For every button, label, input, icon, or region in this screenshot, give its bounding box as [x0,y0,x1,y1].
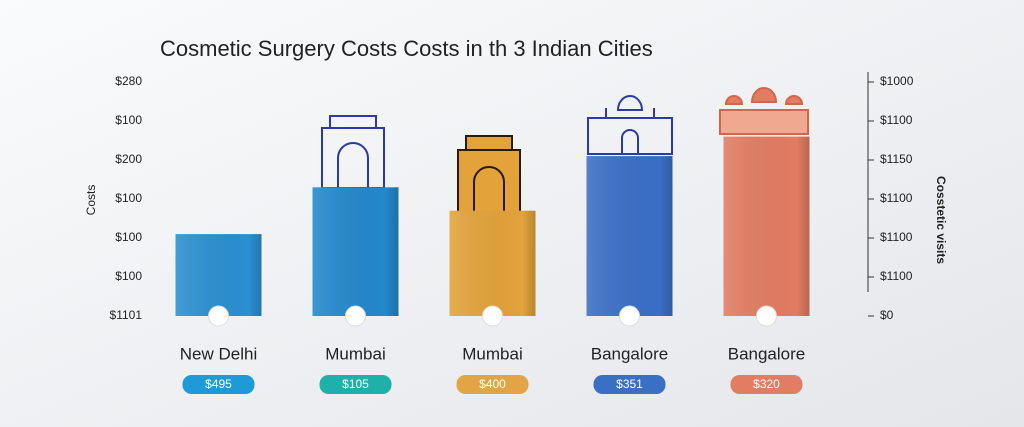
y2-tick-label: $1100 [880,191,913,205]
y2-axis-label: Cosstetic visits [934,176,948,264]
monument-gateway [457,135,521,213]
x-tick-label: Bangalore [728,344,806,363]
x-tick-label: Bangalore [591,344,669,363]
y2-tick-label: $1100 [880,230,913,244]
flag [208,305,229,327]
price-tag-label: $400 [479,377,506,391]
price-tag-label: $495 [205,377,232,391]
y-tick-label: $200 [115,152,142,166]
x-tick-label: New Delhi [180,344,257,363]
price-tag [182,375,255,394]
bar-shade [312,187,399,316]
y-tick-label: $280 [115,74,142,88]
y2-tick-label: $1000 [880,74,914,88]
y2-tick-label: $0 [880,308,894,322]
flag [756,305,777,327]
y-tick-label: $100 [115,269,142,283]
flag [619,305,640,327]
y2-tick-label: $1150 [880,152,913,166]
y-tick-label: $100 [115,230,142,244]
bar-shade [586,156,673,316]
flag [482,305,503,327]
price-tag [456,375,529,394]
y-tick-label: $100 [115,113,142,127]
y-tick-label: $1101 [110,308,143,322]
price-tag-label: $351 [616,377,643,391]
x-tick-label: Mumbai [325,344,385,363]
y-axis-label: Costs [84,185,98,216]
price-tag [730,375,803,394]
price-tag [319,375,392,394]
y2-tick-label: $1100 [880,113,913,127]
bar-shade [175,234,262,316]
monument-palace [587,95,673,155]
chart-title: Cosmetic Surgery Costs Costs in th 3 Ind… [160,36,653,61]
y-tick-label: $100 [115,191,142,205]
y2-tick-label: $1100 [880,269,913,283]
price-tag-label: $320 [753,377,780,391]
flag [345,305,366,327]
bar-shade [723,136,810,316]
x-tick-label: Mumbai [462,344,522,363]
price-tag [593,375,666,394]
bar-shade [449,210,536,316]
monument-fort [719,87,809,135]
price-tag-label: $105 [342,377,369,391]
